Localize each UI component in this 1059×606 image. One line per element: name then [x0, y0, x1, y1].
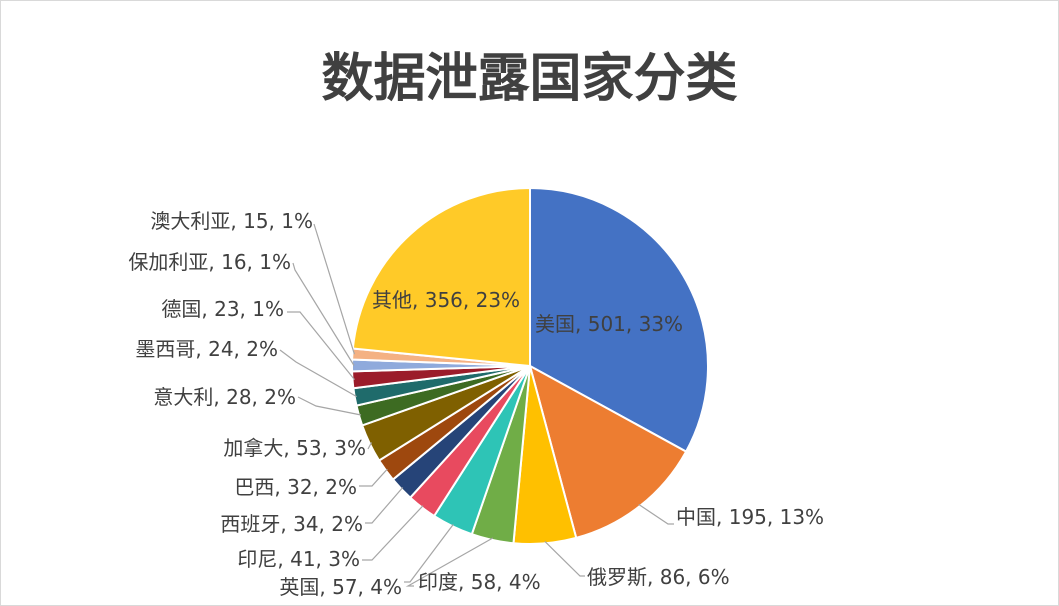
leader-line-巴西 [359, 468, 388, 487]
chart-title: 数据泄露国家分类 [321, 49, 738, 109]
leader-line-保加利亚 [292, 262, 355, 366]
data-label-中国: 中国, 195, 13% [676, 505, 824, 529]
data-label-其他: 其他, 356, 23% [372, 288, 520, 312]
data-label-墨西哥: 墨西哥, 24, 2% [135, 337, 278, 361]
leader-line-德国 [287, 311, 355, 380]
data-label-西班牙: 西班牙, 34, 2% [220, 512, 363, 536]
data-label-澳大利亚: 澳大利亚, 15, 1% [150, 209, 313, 233]
leader-line-加拿大 [367, 442, 373, 450]
leader-line-英国 [404, 524, 454, 583]
leader-line-西班牙 [365, 487, 404, 524]
data-label-印度: 印度, 58, 4% [418, 570, 541, 594]
data-label-德国: 德国, 23, 1% [161, 297, 284, 321]
leader-line-印度 [405, 537, 494, 587]
data-label-意大利: 意大利, 28, 2% [153, 385, 296, 409]
data-label-巴西: 巴西, 32, 2% [234, 475, 357, 499]
data-label-俄罗斯: 俄罗斯, 86, 6% [587, 565, 730, 589]
data-label-保加利亚: 保加利亚, 16, 1% [128, 250, 291, 274]
data-label-加拿大: 加拿大, 53, 3% [223, 436, 366, 460]
leader-line-俄罗斯 [544, 540, 585, 577]
data-label-印尼: 印尼, 41, 3% [237, 547, 360, 571]
data-label-英国: 英国, 57, 4% [279, 575, 402, 599]
data-label-美国: 美国, 501, 33% [535, 312, 683, 336]
pie-slice-美国 [529, 186, 709, 453]
leader-line-墨西哥 [279, 349, 357, 398]
leader-line-印尼 [362, 505, 424, 561]
leader-line-澳大利亚 [313, 223, 355, 355]
pie-slice-其他 [351, 186, 531, 368]
leader-line-意大利 [297, 396, 362, 416]
leader-line-中国 [638, 503, 674, 525]
